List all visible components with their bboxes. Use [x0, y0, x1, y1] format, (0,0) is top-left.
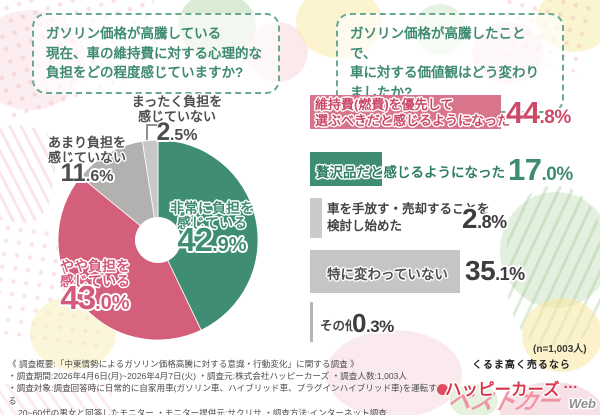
bar-row-no-change: 特に変わっていない 35.1%: [310, 250, 600, 293]
bar-value: 17.0%: [508, 152, 573, 187]
logo-tagline: くるま高く売るなら: [472, 360, 571, 371]
bar-value: 44.8%: [506, 95, 571, 130]
bar-label: その他: [320, 319, 358, 333]
pie-value: 43: [60, 279, 96, 316]
pie-value: 2: [156, 118, 171, 146]
question-line: ガソリン価格が高騰している: [46, 26, 222, 41]
bar-row-considering-selling: 車を手放す・売却することを 検討し始めた 2.8%: [310, 198, 600, 238]
question-line: 現在、車の維持費に対する心理的な: [46, 45, 262, 61]
pie-label-no-burden: まったく負担を 感じていない 2.5%: [131, 94, 223, 146]
bar-row-other: その他 0.3%: [310, 302, 600, 342]
bar-fill: [310, 302, 313, 342]
survey-line: ・調査期間:2026年4月6日(月)~2026年4月7日(火) ・調査元:株式会…: [8, 371, 408, 382]
donut-hole: [135, 217, 181, 263]
bar-fill: [310, 198, 322, 238]
pie-value: 11: [60, 159, 86, 187]
bar-label: 維持費(燃費)を優先して 選ぶべきだと感じるようになった: [315, 97, 511, 128]
pie-value: 42: [177, 221, 213, 258]
brand-suffix: …: [563, 375, 578, 392]
bar-fill: [310, 152, 383, 186]
pie-label-somewhat-burdened: やや負担を 感じている 43.0%: [60, 258, 130, 316]
bar-label: 車を手放す・売却することを 検討し始めた: [327, 202, 490, 233]
logo-web-label: Web: [568, 396, 596, 411]
callout-line: [146, 124, 157, 140]
question-line: 車に対する価値観はどう変わり: [350, 65, 539, 81]
survey-line: 《 調査概要:「中東情勢によるガソリン価格高騰に対する意識・行動変化」に関する調…: [8, 359, 359, 369]
pie-slice: [157, 139, 259, 331]
pie-slice: [141, 139, 159, 241]
question-line: 負担をどの程度感じていますか?: [46, 65, 244, 81]
bar-label: 贅沢品だと感じるようになった: [316, 165, 505, 180]
happy-cars-logo: くるま高く売るなら ベストカー ハッピーカーズ … Web: [437, 356, 598, 415]
question-line: ガソリン価格が高騰したことで、: [350, 26, 526, 61]
sample-size-label: (n=1,003人): [533, 344, 587, 355]
bar-value: 0.3%: [352, 308, 394, 338]
bar-label: 特に変わっていない: [327, 267, 448, 282]
bar-value: 2.8%: [462, 203, 507, 234]
survey-line: ・調査対象:調査回答時に日常的に自家用車(ガソリン車、ハイブリッド車、プラグイン…: [8, 383, 437, 406]
survey-line: 20~60代の男女と回答したモニター ・モニター提供元:サクリサ ・調査方法:イ…: [18, 407, 387, 415]
survey-overview: 《 調査概要:「中東情勢によるガソリン価格高騰に対する意識・行動変化」に関する調…: [8, 358, 438, 415]
brand-name: ハッピーカーズ: [445, 381, 560, 399]
bar-fill: [310, 250, 460, 293]
question-box-maintenance-burden: ガソリン価格が高騰している 現在、車の維持費に対する心理的な 負担をどの程度感じ…: [32, 13, 280, 94]
bar-row-prioritize-maintenance: 維持費(燃費)を優先して 選ぶべきだと感じるようになった 44.8%: [310, 95, 600, 130]
logo-dot-icon: [437, 384, 448, 395]
logo-lockup: ベストカー ハッピーカーズ … Web: [437, 373, 598, 415]
bar-row-luxury-item: 贅沢品だと感じるようになった 17.0%: [310, 152, 600, 187]
bar-fill: [310, 95, 501, 129]
bar-value: 35.1%: [465, 255, 525, 286]
pie-label-little-burden: あまり負担を 感じていない 11.6%: [47, 135, 126, 187]
pie-slice: [79, 140, 159, 241]
pie-label-very-burdened: 非常に負担を 感じている 42.9%: [170, 200, 254, 258]
